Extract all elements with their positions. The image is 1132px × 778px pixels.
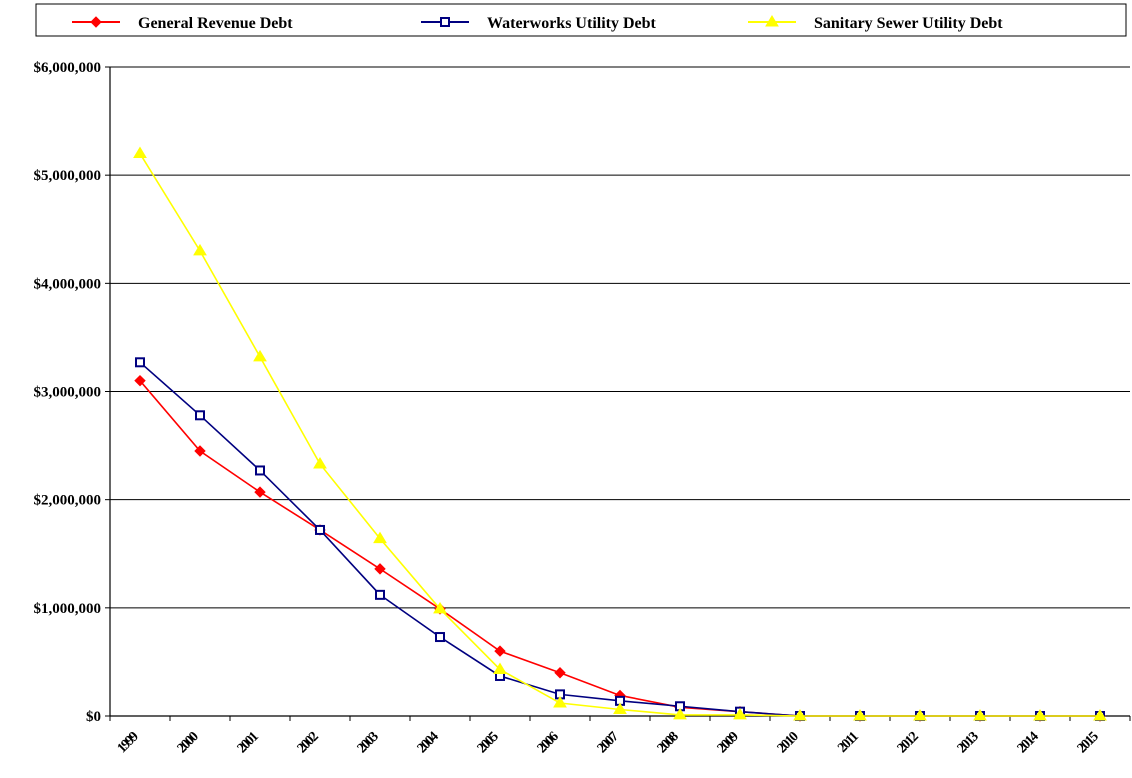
x-tick-label-1999: 1999: [115, 729, 142, 756]
series-1-point-2000: [195, 410, 205, 421]
x-tick-label-2008: 2008: [655, 729, 682, 756]
series-2: [133, 146, 1107, 721]
x-tick-label-2012: 2012: [895, 729, 922, 756]
y-tick-label-2: $2,000,000: [34, 493, 102, 509]
legend-box: [35, 3, 1127, 37]
series-2-point-2015: [1093, 709, 1107, 721]
y-tick-label-5: $5,000,000: [34, 168, 102, 184]
legend: General Revenue Debt Waterworks Utility D…: [35, 3, 1127, 37]
series-2-point-2000: [193, 243, 207, 256]
x-tick-label-2001: 2001: [235, 729, 262, 756]
series-1-point-1999: [135, 357, 145, 368]
y-tick-label-4: $4,000,000: [34, 276, 102, 292]
x-tick-label-2003: 2003: [355, 729, 382, 756]
series-1: [135, 357, 1105, 721]
x-tick-label-2007: 2007: [595, 729, 622, 756]
y-tick-label-6: $6,000,000: [34, 60, 102, 76]
series-1-point-2002: [315, 524, 325, 535]
legend-label-2: Sanitary Sewer Utility Debt: [814, 15, 1003, 32]
series-2-point-2001: [253, 349, 267, 362]
x-tick-label-2002: 2002: [295, 729, 322, 756]
series-2-point-1999: [133, 146, 147, 159]
series-0-point-2005: [494, 645, 506, 657]
x-tick-label-2011: 2011: [835, 729, 862, 756]
y-tick-label-1: $1,000,000: [34, 601, 102, 617]
series-line-0: [139, 380, 1100, 717]
y-tick-label-3: $3,000,000: [34, 385, 102, 401]
series-2-point-2014: [1033, 709, 1047, 721]
series-0-point-2006: [554, 667, 566, 679]
x-tick-label-2015: 2015: [1075, 729, 1102, 756]
legend-label-0: General Revenue Debt: [138, 15, 293, 32]
series-2-point-2009: [733, 707, 747, 720]
series-2-point-2004: [433, 601, 447, 614]
x-tick-label-2006: 2006: [535, 729, 562, 756]
series-0-point-2000: [194, 445, 206, 457]
x-axis-ticks: 1999 2000 2001 2002 2003 2004 2005 2006 2007 2008…: [109, 716, 1131, 756]
y-tick-label-0: $0: [86, 709, 101, 725]
legend-label-1: Waterworks Utility Debt: [487, 15, 657, 32]
legend-swatch-marker-0: [90, 16, 102, 28]
series-2-point-2008: [673, 707, 687, 720]
x-tick-label-2010: 2010: [775, 729, 802, 756]
gridlines: [110, 66, 1130, 609]
x-tick-label-2004: 2004: [415, 729, 442, 756]
x-tick-label-2005: 2005: [475, 729, 502, 756]
series-2-point-2005: [493, 662, 507, 674]
series-0: [134, 374, 1106, 722]
y-axis-ticks: $0 $1,000,000 $2,000,000 $3,000,000 $4,000,0…: [34, 60, 110, 725]
series-layer: [133, 146, 1107, 722]
series-2-point-2006: [553, 696, 567, 708]
series-1-point-2004: [435, 632, 445, 643]
series-1-point-2001: [255, 465, 265, 476]
series-2-point-2012: [913, 709, 927, 721]
series-line-2: [139, 153, 1100, 717]
series-2-point-2013: [973, 709, 987, 721]
series-2-point-2003: [373, 531, 387, 544]
x-tick-label-2014: 2014: [1015, 729, 1042, 756]
x-tick-label-2009: 2009: [715, 729, 742, 756]
series-1-point-2003: [375, 589, 385, 600]
series-0-point-1999: [134, 374, 146, 387]
series-0-point-2003: [374, 563, 386, 575]
x-tick-label-2000: 2000: [175, 729, 202, 756]
series-2-point-2007: [613, 702, 627, 715]
series-line-1: [139, 361, 1100, 717]
series-2-point-2010: [793, 709, 807, 721]
legend-swatch-marker-2: [765, 15, 779, 27]
series-0-point-2001: [254, 486, 266, 498]
series-2-point-2011: [853, 709, 867, 721]
series-2-point-2002: [313, 456, 327, 469]
x-tick-label-2013: 2013: [955, 729, 982, 756]
legend-swatch-marker-1: [440, 17, 450, 27]
